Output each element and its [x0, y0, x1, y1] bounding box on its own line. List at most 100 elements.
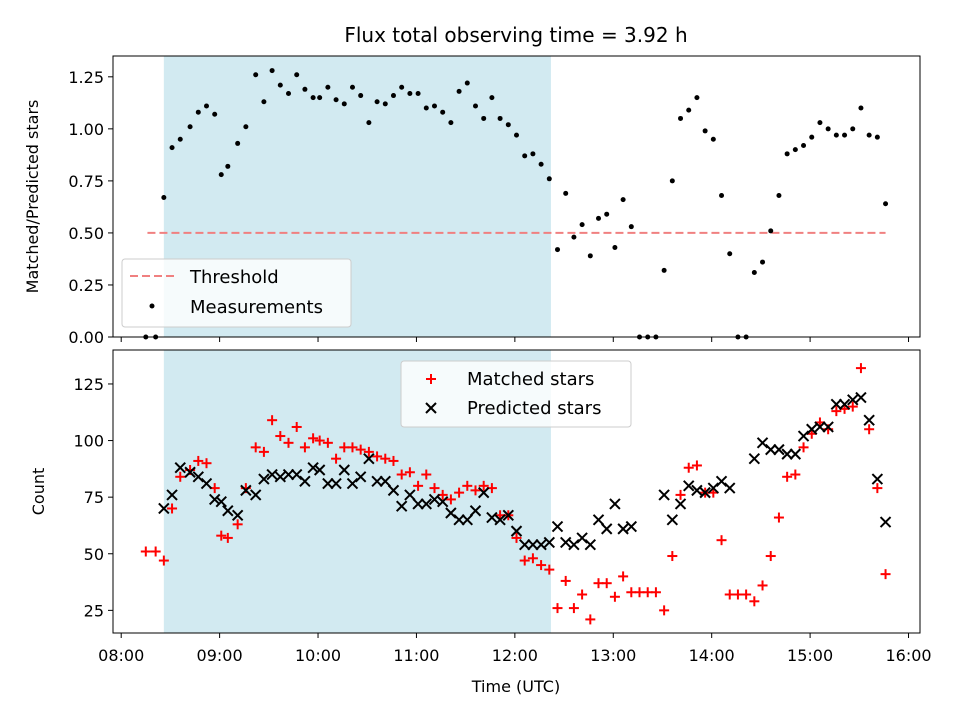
matched-star-point [470, 485, 481, 496]
cross-b [724, 482, 736, 494]
predicted-star-point [379, 475, 391, 488]
measurement-point [719, 192, 725, 198]
measurement-point [883, 201, 889, 207]
legend-cross [425, 402, 437, 414]
cross-b [715, 475, 728, 488]
cross-b [184, 466, 196, 478]
predicted-star-point [584, 538, 597, 551]
predicted-star-point [658, 489, 670, 501]
matched-star-point [683, 462, 694, 473]
predicted-star-point [617, 523, 629, 535]
count-y-axis-label: Count [29, 468, 48, 516]
cross-b [200, 477, 213, 490]
x-tick-label: 13:00 [590, 646, 636, 665]
cross-b [174, 462, 186, 474]
matched-star-point [527, 553, 538, 564]
cross-b [838, 398, 851, 411]
measurement-point [294, 72, 300, 78]
cross-b [814, 421, 826, 433]
ratio-y-ticks: 0.00 0.25 0.50 0.75 1.00 1.25 [68, 68, 113, 347]
measurement-point [423, 105, 429, 111]
predicted-star-point [404, 489, 416, 501]
predicted-star-point [724, 482, 736, 494]
measurement-point [407, 90, 413, 96]
cross-b [617, 523, 629, 535]
predicted-star-point [830, 398, 843, 411]
matched-star-point [872, 483, 883, 494]
matched-star-point [675, 489, 686, 500]
matched-star-point [568, 603, 579, 614]
matched-star-point [331, 453, 342, 464]
measurement-point [390, 93, 396, 99]
cross-b [830, 398, 843, 411]
cross-b [699, 486, 711, 499]
matched-star-point [232, 519, 243, 530]
measurement-point [415, 90, 421, 96]
predicted-star-point [222, 505, 234, 517]
matched-star-point [258, 446, 269, 457]
predicted-star-point [494, 514, 506, 526]
cross-b [560, 536, 572, 549]
matched-star-point [691, 460, 702, 471]
matched-star-point [404, 467, 415, 478]
matched-star-point [741, 589, 752, 600]
matched-star-point [757, 580, 768, 591]
measurement-point [277, 82, 283, 88]
cross-b [436, 495, 449, 508]
y-tick-label: 0.50 [68, 224, 104, 243]
predicted-star-point [412, 498, 424, 510]
matched-star-point [749, 596, 760, 607]
measurement-point [374, 99, 380, 105]
x-tick-label: 15:00 [787, 646, 833, 665]
predicted-star-point [322, 477, 334, 490]
cross-b [625, 520, 638, 533]
y-tick-label: 100 [73, 432, 104, 451]
measurement-point [546, 176, 552, 182]
matched-star-point [193, 455, 204, 466]
measurement-point [464, 80, 470, 86]
cross-b [658, 489, 670, 501]
cross-b [691, 484, 703, 497]
matched-star-point [380, 453, 391, 464]
measurement-point [261, 99, 267, 105]
measurement-point [333, 97, 339, 103]
measurement-point [218, 172, 224, 178]
cross-b [322, 477, 334, 490]
cross-b [576, 532, 588, 544]
cross-b [404, 489, 416, 501]
matched-star-point [773, 512, 784, 523]
measurement-point [727, 251, 733, 257]
x-tick-label: 09:00 [197, 646, 243, 665]
matched-star-point [388, 455, 399, 466]
predicted-star-point [200, 477, 213, 490]
predicted-star-point [436, 495, 449, 508]
cross-b [609, 498, 621, 510]
cross-b [527, 538, 539, 551]
matched-star-point [445, 494, 456, 505]
predicted-star-point [387, 484, 400, 497]
ratio-legend: Threshold Measurements [121, 258, 352, 328]
measurement-point [817, 120, 823, 126]
cross-b [781, 448, 793, 460]
measurement-points-layer [143, 68, 889, 340]
matched-star-point [267, 415, 278, 426]
measurement-point [481, 115, 487, 121]
cross-b [274, 471, 287, 483]
measurement-point [760, 259, 766, 265]
matched-star-point [618, 571, 629, 582]
cross-b [258, 473, 270, 485]
matched-star-point [216, 530, 227, 541]
predicted-star-point [847, 394, 859, 406]
measurement-point [555, 247, 561, 253]
predicted-star-point [855, 391, 867, 404]
cross-b [535, 538, 547, 551]
measurement-point [751, 269, 757, 275]
matched-star-point [355, 444, 366, 455]
cross-b [412, 498, 424, 510]
predicted-star-point [240, 484, 252, 497]
predicted-star-point [806, 423, 818, 435]
matched-star-point [790, 469, 801, 480]
count-plot-frame [112, 349, 921, 634]
chart-title: Flux total observing time = 3.92 h [344, 23, 687, 47]
matched-star-point [175, 471, 186, 482]
